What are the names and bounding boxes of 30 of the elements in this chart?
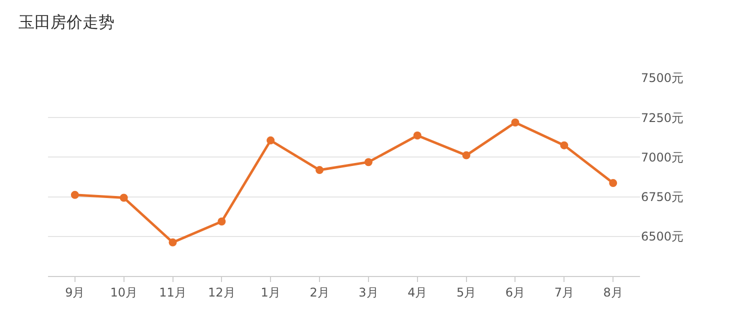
point	[364, 158, 372, 166]
x-tick-label: 8月	[603, 285, 623, 300]
x-tick-label: 6月	[505, 285, 526, 300]
point	[266, 136, 275, 144]
point	[462, 151, 470, 160]
x-tick-label: 10月	[110, 285, 138, 300]
point	[120, 194, 128, 202]
y-tick-label: 7500元	[641, 71, 684, 86]
point	[218, 218, 226, 226]
point	[70, 190, 79, 199]
point	[511, 118, 520, 127]
x-tick-label: 1月	[260, 285, 280, 300]
y-tick-label: 6750元	[641, 190, 684, 204]
y-tick-label: 6500元	[641, 230, 684, 244]
x-tick-label: 4月	[408, 285, 428, 300]
x-tick-label: 7月	[554, 285, 574, 300]
chart-title: 玉田房价走势	[18, 12, 114, 32]
x-tick-label: 12月	[208, 285, 236, 300]
point	[316, 166, 324, 174]
point	[168, 238, 177, 246]
y-tick-label: 7250元	[641, 110, 684, 125]
point	[413, 132, 422, 140]
point	[560, 141, 568, 150]
x-tick-label: 11月	[159, 285, 186, 300]
y-tick-label: 7000元	[641, 150, 684, 164]
x-tick-label: 3月	[358, 285, 378, 300]
x-tick-label: 5月	[456, 285, 476, 300]
x-tick-label: 9月	[65, 285, 85, 300]
point	[609, 179, 618, 188]
x-tick-label: 2月	[310, 285, 330, 300]
